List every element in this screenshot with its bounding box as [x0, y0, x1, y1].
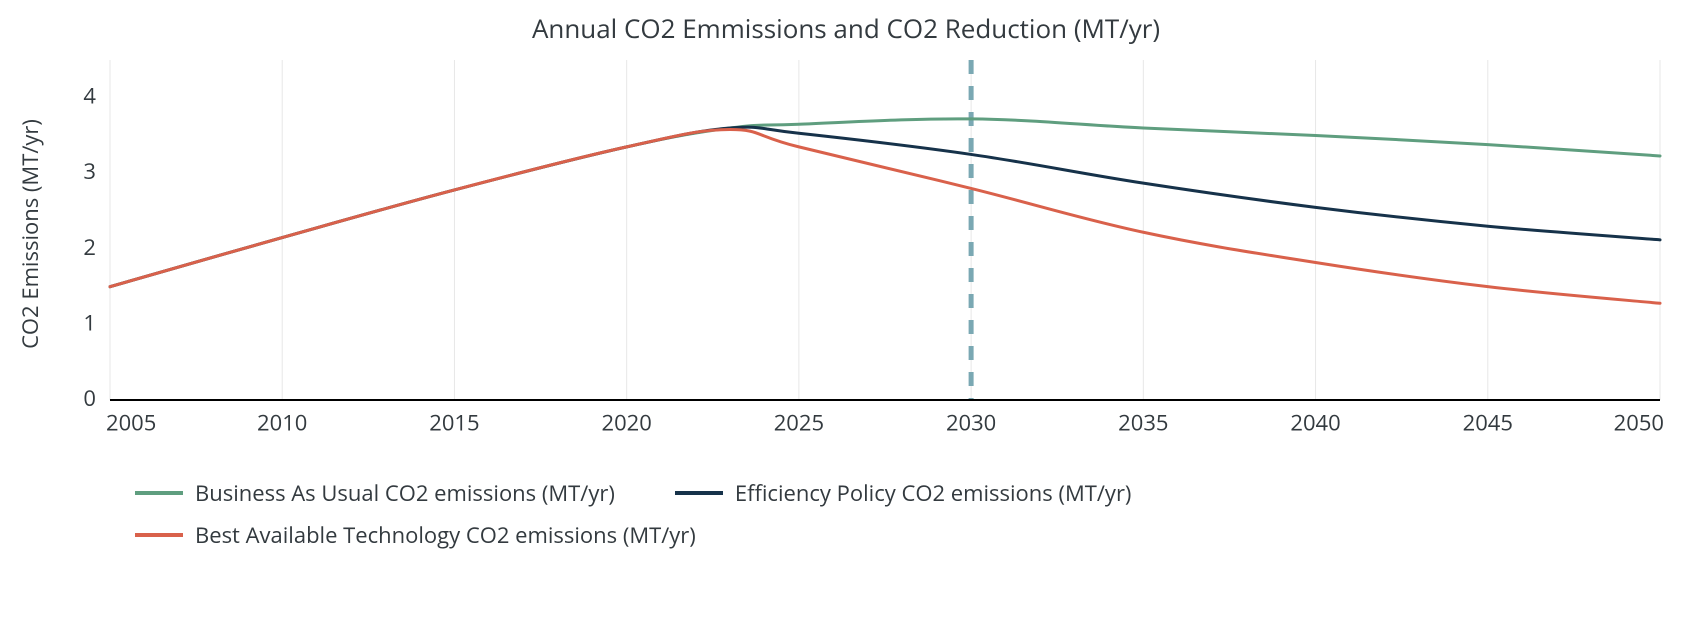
x-tick-label: 2005 — [106, 407, 156, 437]
chart-title: Annual CO2 Emmissions and CO2 Reduction … — [0, 10, 1692, 46]
x-tick-label: 2015 — [429, 407, 479, 437]
legend-label-bau: Business As Usual CO2 emissions (MT/yr) — [195, 478, 615, 508]
y-tick-label: 2 — [83, 232, 96, 262]
y-axis-label: CO2 Emissions (MT/yr) — [15, 104, 45, 364]
x-tick-label: 2010 — [257, 407, 307, 437]
y-tick-label: 4 — [83, 81, 96, 111]
y-tick-label: 3 — [83, 156, 96, 186]
x-tick-label: 2050 — [1614, 407, 1664, 437]
series-bat — [110, 130, 1660, 304]
legend-item-policy[interactable]: Efficiency Policy CO2 emissions (MT/yr) — [675, 478, 1132, 508]
chart-legend: Business As Usual CO2 emissions (MT/yr) E… — [135, 478, 1135, 550]
legend-label-bat: Best Available Technology CO2 emissions … — [195, 520, 696, 550]
legend-swatch-bat — [135, 533, 183, 537]
legend-item-bau[interactable]: Business As Usual CO2 emissions (MT/yr) — [135, 478, 615, 508]
y-tick-label: 1 — [83, 307, 96, 337]
legend-label-policy: Efficiency Policy CO2 emissions (MT/yr) — [735, 478, 1132, 508]
series-policy — [110, 127, 1660, 287]
x-tick-label: 2025 — [774, 407, 824, 437]
co2-emissions-chart: Annual CO2 Emmissions and CO2 Reduction … — [0, 0, 1692, 620]
x-tick-label: 2040 — [1290, 407, 1340, 437]
legend-item-bat[interactable]: Best Available Technology CO2 emissions … — [135, 520, 696, 550]
legend-swatch-policy — [675, 491, 723, 495]
legend-swatch-bau — [135, 491, 183, 495]
x-tick-label: 2030 — [946, 407, 996, 437]
y-tick-label: 0 — [83, 383, 96, 413]
x-tick-label: 2045 — [1463, 407, 1513, 437]
x-tick-label: 2020 — [602, 407, 652, 437]
x-tick-label: 2035 — [1118, 407, 1168, 437]
